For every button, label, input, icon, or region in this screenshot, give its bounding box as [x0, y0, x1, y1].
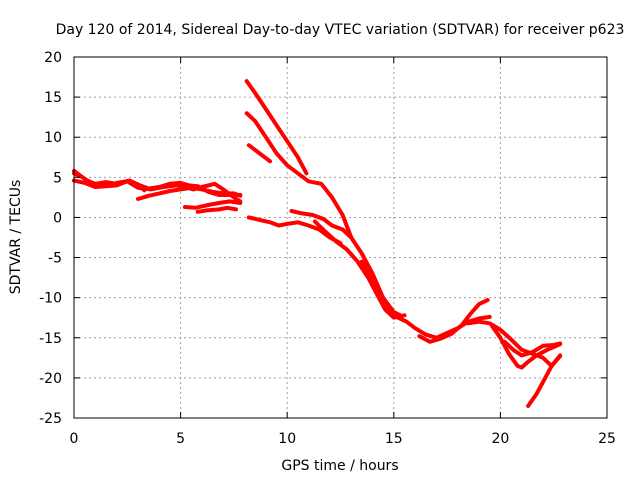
x-tick-label: 20: [491, 431, 509, 447]
series-line-arc-3: [72, 178, 147, 193]
y-tick-label: -15: [39, 331, 62, 347]
x-axis-label: GPS time / hours: [281, 458, 398, 474]
y-tick-label: 20: [44, 50, 62, 66]
y-tick-label: 0: [53, 210, 62, 226]
tick-labels: 0 5 10 15 20 25 20 15 10 5 0 -5 -10 -15 -20 -25: [39, 50, 616, 447]
plot-frame: [73, 56, 608, 419]
x-tick-label: 0: [70, 431, 79, 447]
x-tick-label: 15: [385, 431, 403, 447]
series-line-arc-8: [244, 111, 403, 318]
series-line-arc-12: [312, 219, 407, 320]
series-line-arc-11: [289, 209, 354, 240]
series-line-arc-15: [466, 319, 563, 368]
series-line-arc-14: [417, 298, 490, 344]
series-line-arc-13: [359, 259, 492, 340]
y-tick-label: 15: [44, 90, 62, 106]
y-tick-label: -10: [39, 291, 62, 307]
ticks: [73, 56, 608, 419]
y-tick-label: 10: [44, 130, 62, 146]
series-line-arc-18: [526, 353, 563, 408]
series-line-arc-9: [246, 143, 273, 164]
series-group: [72, 79, 563, 408]
y-tick-label: -25: [39, 411, 62, 427]
series-line-arc-6: [195, 205, 238, 214]
x-tick-label: 25: [598, 431, 616, 447]
series-line-arc-7: [244, 79, 309, 176]
y-tick-label: -20: [39, 371, 62, 387]
y-tick-label: 5: [53, 170, 62, 186]
x-tick-label: 5: [176, 431, 185, 447]
x-tick-label: 10: [278, 431, 296, 447]
series-line-arc-4: [136, 185, 243, 201]
grid: [74, 57, 607, 418]
series-line-arc-5: [182, 199, 243, 210]
chart-title: Day 120 of 2014, Sidereal Day-to-day VTE…: [56, 22, 625, 38]
series-line-arc-17: [502, 339, 563, 358]
y-axis-label: SDTVAR / TECUs: [8, 180, 24, 295]
y-tick-label: -5: [48, 251, 62, 267]
